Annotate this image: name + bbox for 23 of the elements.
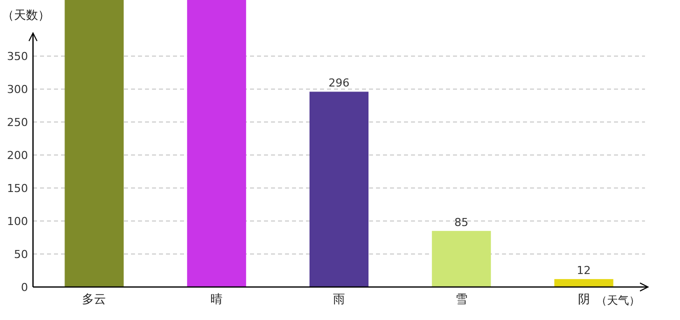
data-label: 85: [454, 216, 468, 229]
y-tick-label: 0: [21, 281, 28, 294]
x-axis-title: （天气）: [596, 294, 640, 307]
y-tick-label: 50: [14, 248, 28, 262]
bar: [187, 0, 246, 287]
y-tick-label: 300: [7, 83, 28, 96]
bar: [64, 0, 124, 287]
x-tick-label: 多云: [82, 292, 106, 306]
data-label: 12: [576, 264, 591, 278]
y-tick-label: 100: [7, 215, 28, 228]
x-tick-label: 雨: [333, 292, 345, 306]
y-tick-label: 150: [7, 182, 28, 196]
x-tick-label: 阴: [578, 292, 590, 306]
bar: [554, 279, 614, 287]
y-tick-label: 250: [7, 116, 28, 130]
y-tick-label: 350: [7, 50, 28, 64]
y-tick-label: 200: [7, 149, 28, 162]
x-tick-label: 晴: [210, 292, 223, 306]
bar: [432, 230, 491, 287]
bar: [310, 92, 368, 287]
data-label: 296: [328, 76, 350, 90]
x-tick-label: 雪: [455, 292, 468, 306]
y-axis-title: （天数）: [2, 8, 50, 22]
